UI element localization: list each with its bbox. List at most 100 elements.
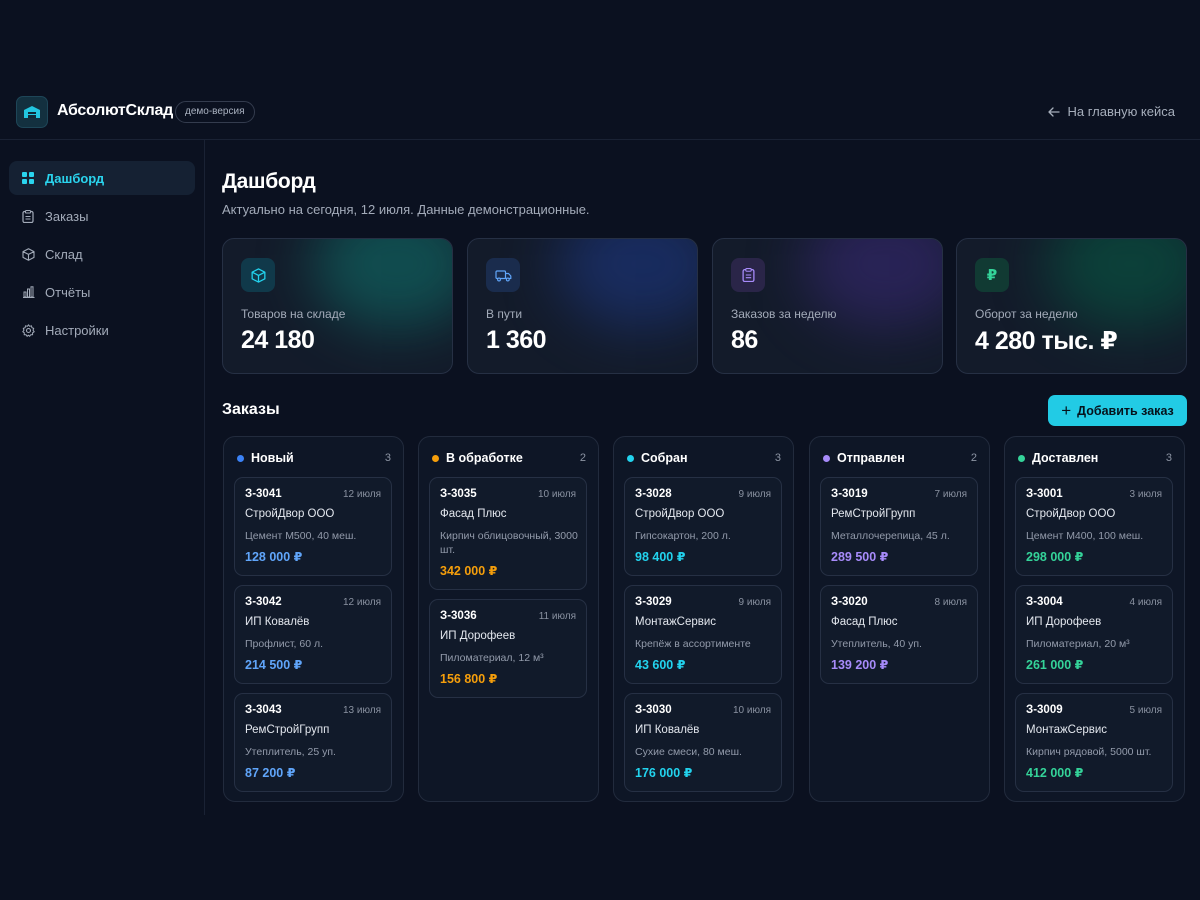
arrow-left-icon — [1048, 106, 1061, 117]
column-title: Новый — [251, 451, 294, 465]
order-id: З-3041 — [245, 488, 282, 500]
order-description: Цемент М400, 100 меш. — [1026, 530, 1144, 542]
order-id: З-3019 — [831, 488, 868, 500]
order-description: Утеплитель, 25 уп. — [245, 746, 336, 758]
order-description: Пиломатериал, 12 м³ — [440, 652, 544, 664]
stat-value: 4 280 тыс. ₽ — [975, 327, 1118, 355]
order-description: Гипсокартон, 200 л. — [635, 530, 731, 542]
order-card[interactable]: З-3036 11 июля ИП Дорофеев Пиломатериал,… — [429, 599, 587, 698]
add-order-button[interactable]: + Добавить заказ — [1048, 395, 1187, 426]
order-description: Цемент М500, 40 меш. — [245, 530, 357, 542]
stat-card-stock: Товаров на складе 24 180 — [222, 238, 453, 374]
stat-label: Оборот за неделю — [975, 307, 1078, 321]
order-id: З-3020 — [831, 596, 868, 608]
order-description: Пиломатериал, 20 м³ — [1026, 638, 1130, 650]
order-card[interactable]: З-3029 9 июля МонтажСервис Крепёж в ассо… — [624, 585, 782, 684]
order-amount: 87 200 ₽ — [245, 766, 296, 780]
order-description: Профлист, 60 л. — [245, 638, 323, 650]
order-date: 5 июля — [1129, 705, 1162, 716]
order-id: З-3042 — [245, 596, 282, 608]
order-card[interactable]: З-3028 9 июля СтройДвор ООО Гипсокартон,… — [624, 477, 782, 576]
back-link-label: На главную кейса — [1067, 104, 1175, 119]
order-id: З-3035 — [440, 488, 477, 500]
clipboard-icon — [21, 209, 35, 223]
order-id: З-3028 — [635, 488, 672, 500]
stat-label: Заказов за неделю — [731, 307, 837, 321]
clipboard-icon — [731, 258, 765, 292]
column-title: Доставлен — [1032, 451, 1099, 465]
column-header: Новый 3 — [237, 449, 391, 467]
back-to-case-link[interactable]: На главную кейса — [1048, 104, 1175, 119]
sidebar-item-label: Склад — [45, 246, 83, 262]
column-count: 3 — [1165, 452, 1172, 464]
column-count: 2 — [579, 452, 586, 464]
column-header: Собран 3 — [627, 449, 781, 467]
order-client: РемСтройГрупп — [245, 724, 330, 736]
order-date: 13 июля — [342, 705, 381, 716]
sidebar-item-label: Дашборд — [45, 170, 105, 186]
kanban-column-shipped: Отправлен 2 З-3019 7 июля РемСтройГрупп … — [809, 436, 990, 802]
order-client: ИП Дорофеев — [1026, 616, 1102, 628]
column-header: В обработке 2 — [432, 449, 586, 467]
warehouse-icon — [24, 106, 40, 118]
stat-card-in-transit: В пути 1 360 — [467, 238, 698, 374]
order-description: Кирпич облицовочный, 3000 шт. — [440, 530, 578, 556]
kanban-column-processing: В обработке 2 З-3035 10 июля Фасад Плюс … — [418, 436, 599, 802]
order-date: 7 июля — [934, 489, 967, 500]
sidebar-item-orders[interactable]: Заказы — [9, 199, 195, 233]
order-client: ИП Дорофеев — [440, 630, 516, 642]
status-dot — [823, 454, 830, 462]
sidebar-item-dashboard[interactable]: Дашборд — [9, 161, 195, 195]
demo-badge: демо-версия — [175, 101, 255, 123]
order-client: МонтажСервис — [635, 616, 717, 628]
order-amount: 98 400 ₽ — [635, 550, 686, 564]
stat-value: 86 — [731, 326, 758, 354]
order-date: 9 июля — [738, 489, 771, 500]
column-count: 3 — [774, 452, 781, 464]
orders-section-title: Заказы — [222, 401, 280, 418]
sidebar-item-settings[interactable]: Настройки — [9, 313, 195, 347]
order-card[interactable]: З-3035 10 июля Фасад Плюс Кирпич облицов… — [429, 477, 587, 590]
order-description: Металлочерепица, 45 л. — [831, 530, 950, 542]
order-card[interactable]: З-3043 13 июля РемСтройГрупп Утеплитель,… — [234, 693, 392, 792]
order-client: Фасад Плюс — [831, 616, 898, 628]
column-title: Собран — [641, 451, 688, 465]
order-id: З-3004 — [1026, 596, 1063, 608]
order-date: 8 июля — [934, 597, 967, 608]
order-card[interactable]: З-3001 3 июля СтройДвор ООО Цемент М400,… — [1015, 477, 1173, 576]
plus-icon: + — [1061, 401, 1072, 420]
order-card[interactable]: З-3041 12 июля СтройДвор ООО Цемент М500… — [234, 477, 392, 576]
order-card[interactable]: З-3004 4 июля ИП Дорофеев Пиломатериал, … — [1015, 585, 1173, 684]
order-description: Сухие смеси, 80 меш. — [635, 746, 742, 758]
order-id: З-3030 — [635, 704, 672, 716]
add-order-label: Добавить заказ — [1077, 403, 1174, 418]
order-id: З-3043 — [245, 704, 282, 716]
order-amount: 412 000 ₽ — [1026, 766, 1084, 780]
order-client: ИП Ковалёв — [245, 616, 310, 628]
order-card[interactable]: З-3042 12 июля ИП Ковалёв Профлист, 60 л… — [234, 585, 392, 684]
order-card[interactable]: З-3030 10 июля ИП Ковалёв Сухие смеси, 8… — [624, 693, 782, 792]
sidebar-item-reports[interactable]: Отчёты — [9, 275, 195, 309]
order-amount: 139 200 ₽ — [831, 658, 889, 672]
logo[interactable] — [16, 96, 48, 128]
sidebar-item-label: Настройки — [45, 322, 109, 338]
order-amount: 128 000 ₽ — [245, 550, 303, 564]
order-card[interactable]: З-3009 5 июля МонтажСервис Кирпич рядово… — [1015, 693, 1173, 792]
order-date: 10 июля — [537, 489, 576, 500]
bar-chart-icon — [21, 285, 35, 299]
order-card[interactable]: З-3020 8 июля Фасад Плюс Утеплитель, 40 … — [820, 585, 978, 684]
order-client: СтройДвор ООО — [245, 508, 335, 520]
sidebar-item-warehouse[interactable]: Склад — [9, 237, 195, 271]
order-client: Фасад Плюс — [440, 508, 507, 520]
status-dot — [237, 454, 244, 462]
order-date: 12 июля — [342, 597, 381, 608]
order-amount: 176 000 ₽ — [635, 766, 693, 780]
order-description: Крепёж в ассортименте — [635, 638, 751, 650]
ruble-icon: ₽ — [975, 258, 1009, 292]
sidebar-item-label: Отчёты — [45, 284, 91, 300]
truck-icon — [486, 258, 520, 292]
order-card[interactable]: З-3019 7 июля РемСтройГрупп Металлочереп… — [820, 477, 978, 576]
stat-value: 1 360 — [486, 326, 547, 354]
column-header: Доставлен 3 — [1018, 449, 1172, 467]
order-client: СтройДвор ООО — [635, 508, 725, 520]
